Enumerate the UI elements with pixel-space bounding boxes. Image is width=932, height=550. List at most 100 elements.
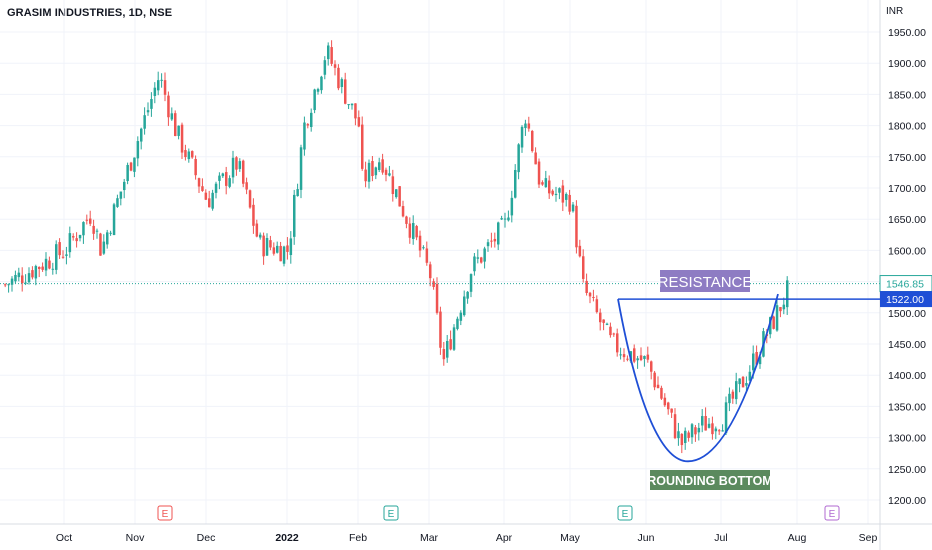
candle (160, 79, 163, 81)
candle (401, 206, 405, 217)
candle (248, 190, 252, 208)
candle (293, 194, 296, 237)
rounding-bottom-annotation-bg (650, 470, 770, 490)
price-tick-label: 1350.00 (888, 401, 926, 413)
candle (129, 162, 133, 171)
candle (769, 317, 772, 335)
candle (163, 80, 167, 95)
candle (755, 351, 758, 365)
candle (381, 159, 384, 173)
candle (255, 223, 259, 237)
candle (174, 113, 177, 137)
time-tick-label: Aug (788, 532, 807, 544)
candle (357, 117, 361, 127)
candle (503, 218, 507, 220)
price-tick-label: 1650.00 (888, 214, 926, 226)
candle (116, 198, 119, 207)
candle (225, 172, 228, 186)
candle (65, 254, 68, 256)
candle (724, 402, 728, 434)
candle (21, 275, 24, 284)
candle (323, 60, 327, 75)
candle (772, 316, 775, 329)
candle (558, 188, 561, 193)
candle (157, 80, 160, 91)
candle (673, 414, 677, 439)
candle (534, 152, 537, 165)
candle (391, 176, 395, 195)
candle (595, 299, 599, 313)
resistance-annotation: RESISTANCE (658, 270, 753, 292)
candle (82, 222, 85, 236)
candle (690, 424, 694, 438)
earnings-marker: E (383, 505, 399, 521)
resistance-annotation-text: RESISTANCE (658, 274, 753, 291)
candle (238, 161, 242, 169)
candle (119, 191, 123, 199)
last-price-label: 1546.85 (886, 279, 924, 291)
earnings-marker-label: E (388, 509, 395, 520)
candle (639, 355, 643, 361)
candle (361, 124, 364, 169)
candle (78, 234, 82, 239)
candle (136, 141, 140, 159)
candle (704, 416, 707, 431)
candle (588, 292, 592, 297)
candle (184, 150, 187, 158)
candle (476, 257, 480, 259)
price-axis: 1950.00 1900.00 1850.00 1800.00 1750.00 1700.… (888, 27, 926, 507)
price-tick-label: 1500.00 (888, 308, 926, 320)
candle (721, 430, 724, 432)
time-tick-label: Mar (420, 532, 439, 544)
time-tick-label: Jul (714, 532, 727, 544)
rounding-bottom-annotation: ROUNDING BOTTOM (647, 470, 773, 490)
candle (41, 266, 44, 270)
candle (493, 238, 497, 242)
candle (510, 197, 514, 216)
candle (201, 186, 204, 191)
candle (660, 387, 663, 399)
candle (714, 428, 718, 432)
time-axis: Oct Nov Dec 2022 Feb Mar Apr May Jun Jul Aug Sep (56, 532, 878, 544)
candle (425, 248, 429, 263)
time-tick-label: 2022 (275, 532, 299, 544)
candle (585, 280, 588, 293)
candle (578, 245, 582, 257)
candle (738, 378, 741, 385)
candle (636, 358, 639, 361)
candle (48, 260, 51, 269)
candle (517, 144, 520, 173)
candle (106, 232, 109, 245)
chart-title: GRASIM INDUSTRIES, 1D, NSE (7, 7, 173, 19)
candle (520, 126, 524, 148)
candle (568, 194, 571, 212)
candle (452, 327, 456, 350)
candle (622, 354, 626, 358)
candle (180, 124, 184, 153)
candle (146, 110, 150, 113)
candle (582, 256, 585, 279)
rounding-bottom-annotation-text: ROUNDING BOTTOM (647, 474, 772, 488)
candle (299, 147, 303, 190)
candle (27, 273, 31, 283)
candle (466, 291, 469, 299)
candle (204, 192, 208, 200)
candle (177, 125, 180, 136)
candle (456, 318, 459, 329)
candle (435, 283, 439, 313)
candle (153, 87, 157, 96)
candle (126, 164, 129, 182)
candle (551, 190, 554, 195)
price-tick-label: 1250.00 (888, 464, 926, 476)
candle (4, 284, 7, 286)
candle (364, 169, 367, 182)
candle (449, 339, 452, 350)
candle (123, 181, 126, 191)
candle (310, 112, 313, 128)
candle (269, 240, 272, 248)
rounding-bottom-curve (617, 293, 779, 463)
candle (731, 391, 735, 399)
price-tick-label: 1850.00 (888, 89, 926, 101)
